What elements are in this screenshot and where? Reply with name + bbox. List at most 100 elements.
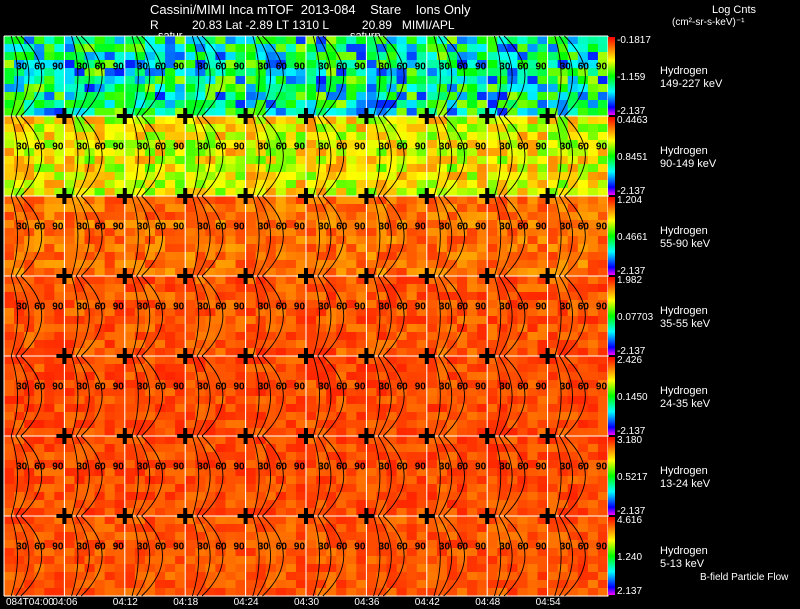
contour-label: 30: [137, 302, 149, 313]
contour-label: 30: [439, 302, 451, 313]
contour-label: 30: [560, 462, 572, 473]
contour-line: [373, 35, 381, 117]
contour-label: 60: [215, 462, 227, 473]
contour-label: 30: [379, 142, 391, 153]
contour-line: [252, 515, 260, 597]
colorbar-max-value: -0.1817: [617, 35, 651, 46]
contour-line: [322, 195, 345, 277]
contour-label: 30: [258, 382, 270, 393]
contour-label: 30: [379, 382, 391, 393]
contour-label: 30: [318, 222, 330, 233]
channel-species: Hydrogen: [660, 64, 708, 77]
contour-label: 90: [536, 382, 548, 393]
colorbar-3: [608, 197, 615, 275]
contour-label: 60: [457, 382, 469, 393]
contour-label: 30: [258, 302, 270, 313]
channel-energy: 55-90 keV: [660, 237, 711, 250]
contour-line: [503, 355, 526, 437]
cross-marker: [424, 508, 429, 524]
contour-label: 30: [318, 542, 330, 553]
contour-line: [438, 275, 453, 357]
contour-line: [498, 515, 513, 597]
contour-label: 30: [16, 62, 28, 73]
contour-line: [257, 115, 271, 197]
contour-label: 30: [560, 382, 572, 393]
contour-line: [257, 355, 271, 437]
cross-marker: [304, 268, 308, 284]
contour-label: 60: [457, 62, 469, 73]
contour-line: [131, 515, 139, 597]
contour-line: [80, 435, 103, 517]
contour-line: [257, 435, 271, 517]
contour-label: 30: [197, 542, 209, 553]
contour-label: 30: [439, 542, 451, 553]
contour-line: [80, 515, 103, 597]
contour-line: [317, 355, 332, 437]
contour-line: [131, 195, 139, 277]
contour-label: 60: [215, 382, 227, 393]
contour-line: [196, 35, 211, 117]
colorbar-max-value: 2.426: [617, 355, 643, 366]
contour-line: [191, 195, 200, 277]
contour-line: [559, 35, 573, 117]
contour-line: [10, 275, 18, 357]
cross-marker: [304, 428, 308, 444]
contour-line: [141, 515, 163, 597]
contour-line: [443, 115, 465, 197]
bfield-flow-label: B-field Particle Flow: [700, 572, 789, 583]
contour-line: [201, 515, 224, 597]
contour-label: 60: [336, 542, 348, 553]
contour-line: [20, 515, 43, 597]
contour-line: [131, 35, 139, 117]
contour-label: 60: [578, 462, 590, 473]
contour-line: [564, 115, 586, 197]
contour-label: 30: [560, 62, 572, 73]
contour-label: 30: [77, 302, 89, 313]
contour-label: 90: [234, 222, 246, 233]
contour-line: [373, 515, 381, 597]
contour-line: [373, 275, 381, 357]
cross-marker: [183, 508, 188, 524]
cross-marker: [183, 348, 188, 364]
contour-line: [262, 115, 284, 197]
contour-label: 90: [596, 462, 608, 473]
heatmap-row-5: [4, 356, 609, 437]
contour-label: 60: [397, 142, 409, 153]
cross-marker: [485, 188, 490, 204]
contour-label: 90: [294, 302, 306, 313]
contour-line: [493, 435, 502, 517]
contour-label: 90: [294, 142, 306, 153]
contour-line: [559, 435, 573, 517]
heatmap-row-3: [4, 196, 609, 277]
contour-line: [75, 355, 90, 437]
contour-label: 60: [155, 62, 167, 73]
contour-label: 30: [197, 62, 209, 73]
contour-line: [564, 515, 586, 597]
cross-marker: [364, 348, 369, 364]
contour-line: [322, 355, 345, 437]
cross-marker: [62, 268, 67, 284]
contour-line: [20, 355, 43, 437]
contour-label: 90: [173, 142, 185, 153]
contour-line: [503, 195, 526, 277]
contour-label: 60: [155, 222, 167, 233]
contour-line: [201, 275, 224, 357]
contour-label: 60: [397, 462, 409, 473]
contour-line: [503, 275, 526, 357]
cross-marker: [304, 108, 308, 124]
contour-line: [80, 195, 103, 277]
contour-label: 60: [155, 142, 167, 153]
contour-line: [433, 195, 441, 277]
contour-label: 30: [318, 142, 330, 153]
contour-label: 90: [596, 142, 608, 153]
cross-marker: [304, 508, 308, 524]
contour-label: 60: [397, 222, 409, 233]
contour-label: 60: [578, 62, 590, 73]
contour-label: 60: [276, 62, 288, 73]
contour-label: 30: [379, 462, 391, 473]
contour-line: [257, 515, 271, 597]
contour-label: 90: [354, 302, 366, 313]
colorbar-mid-value: 0.5217: [617, 472, 648, 483]
contour-label: 90: [415, 142, 427, 153]
channel-energy: 5-13 keV: [660, 557, 705, 570]
